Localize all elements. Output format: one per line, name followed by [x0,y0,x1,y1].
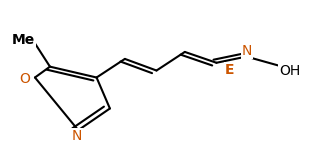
Text: N: N [242,44,252,58]
Text: Me: Me [12,33,35,46]
Text: O: O [20,72,30,86]
Text: E: E [224,63,234,77]
Text: N: N [72,129,83,143]
Text: OH: OH [279,64,300,78]
